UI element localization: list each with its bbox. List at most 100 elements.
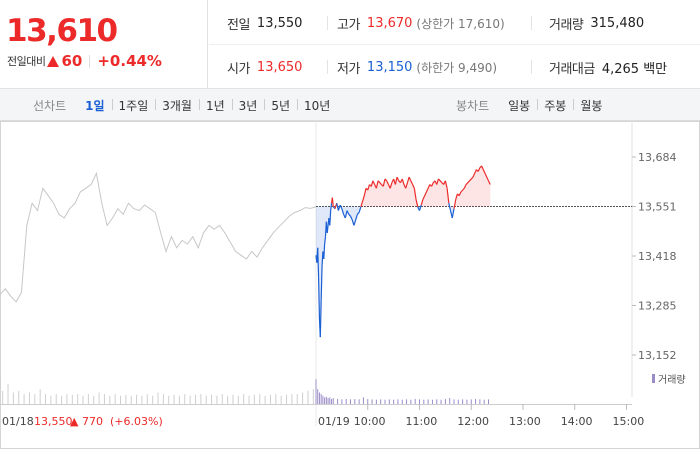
series-fill (467, 180, 470, 207)
x-tick-label: 15:00 (613, 415, 645, 428)
series-fill (393, 178, 396, 207)
tab-monthly-candle[interactable]: 월봉 (573, 97, 609, 114)
line-chart-title: 선차트 (33, 98, 67, 113)
series-fill (410, 180, 413, 207)
series-fill (471, 177, 473, 207)
stat-label: 시가 (227, 61, 250, 77)
stat-open: 시가 13,650 (227, 57, 302, 77)
series-segment-up (413, 188, 417, 200)
divider (531, 60, 532, 74)
series-fill (316, 206, 317, 263)
series-segment-down (323, 244, 326, 260)
stat-value: 4,265 백만 (601, 61, 668, 77)
series-segment-up (460, 189, 464, 193)
series-segment-up (360, 201, 364, 208)
up-arrow-icon (47, 55, 60, 67)
series-fill (378, 180, 380, 207)
series-segment-up (405, 182, 408, 189)
series-fill (371, 180, 373, 207)
prev-day-percent: (+6.03%) (110, 415, 163, 428)
series-fill (366, 188, 368, 207)
stat-label: 거래대금 (549, 61, 595, 77)
series-fill (436, 178, 439, 207)
series-fill (388, 184, 391, 207)
series-segment-down (451, 208, 455, 219)
series-fill (409, 177, 411, 207)
series-fill (372, 180, 375, 207)
series-fill (483, 169, 486, 207)
series-segment-up (438, 178, 441, 182)
series-fill (407, 177, 410, 207)
series-fill (460, 190, 463, 207)
price-box: 13,610 전일대비 60 +0.44% (0, 0, 208, 89)
stat-value: 13,650 (256, 59, 303, 75)
tab-daily-candle[interactable]: 일봉 (508, 98, 531, 113)
series-segment-down (329, 210, 332, 226)
series-fill (485, 173, 487, 207)
series-fill (429, 184, 432, 207)
change-label: 전일대비 (7, 55, 46, 68)
series-segment-down (324, 236, 327, 245)
series-fill (381, 184, 384, 207)
tab-5year[interactable]: 5년 (264, 97, 297, 114)
series-segment-up (469, 178, 472, 182)
tab-1week[interactable]: 1주일 (111, 97, 156, 114)
series-segment-up (372, 180, 376, 185)
series-fill (443, 180, 446, 207)
series-segment-down (418, 204, 422, 211)
series-fill (438, 178, 441, 207)
series-fill (478, 167, 480, 207)
tab-10year[interactable]: 10년 (297, 97, 337, 114)
series-fill (428, 184, 430, 207)
divider (327, 16, 328, 30)
series-segment-up (470, 176, 474, 180)
series-segment-up (453, 199, 457, 209)
series-segment-down (330, 203, 333, 211)
series-segment-up (367, 184, 371, 191)
line-chart-tabs: 선차트 1일 1주일 3개월 1년 3년 5년 10년 (33, 89, 337, 121)
series-segment-up (389, 182, 393, 189)
series-segment-down (349, 215, 353, 221)
series-fill (398, 180, 401, 207)
series-segment-up (420, 199, 424, 206)
series-fill (379, 182, 382, 207)
tab-3month[interactable]: 3개월 (155, 97, 199, 114)
tab-3year[interactable]: 3년 (231, 97, 265, 114)
series-fill (412, 184, 415, 207)
series-segment-down (341, 208, 345, 215)
series-fill (466, 182, 468, 207)
series-segment-up (410, 180, 414, 185)
tab-1day[interactable]: 1일 (85, 98, 105, 113)
series-fill (348, 206, 351, 217)
lower-limit: (하한가 9,490) (416, 60, 498, 75)
prev-day-series (0, 171, 317, 303)
divider (89, 54, 91, 68)
series-segment-up (487, 180, 491, 185)
candle-chart-tabs: 봉차트 일봉 주봉 월봉 (456, 89, 609, 121)
stat-value: 315,480 (590, 15, 645, 31)
series-segment-down (326, 225, 329, 233)
series-segment-down (336, 203, 340, 211)
series-fill (364, 188, 367, 207)
series-fill (400, 178, 403, 207)
stat-label: 거래량 (549, 17, 584, 33)
series-fill (486, 177, 489, 207)
series-segment-up (472, 173, 476, 178)
prev-day-close: 13,550 (34, 415, 73, 428)
series-fill (374, 184, 377, 207)
x-tick-label: 14:00 (561, 415, 593, 428)
series-segment-down (317, 277, 321, 319)
quote-stats: 전일 13,550 고가 13,670 (상한가 17,610) 거래량 315… (209, 0, 700, 89)
series-fill (422, 195, 425, 207)
series-segment-down (355, 214, 358, 221)
tab-1year[interactable]: 1년 (198, 97, 232, 114)
y-tick-label: 13,551 (638, 201, 677, 214)
series-segment-down (337, 204, 341, 211)
series-segment-up (474, 169, 477, 174)
prev-day-change: ▲ 770 (70, 415, 103, 428)
upper-limit: (상한가 17,610) (416, 16, 505, 31)
series-fill (469, 178, 472, 207)
tab-weekly-candle[interactable]: 주봉 (537, 97, 573, 114)
stat-value: 13,550 (256, 15, 303, 31)
